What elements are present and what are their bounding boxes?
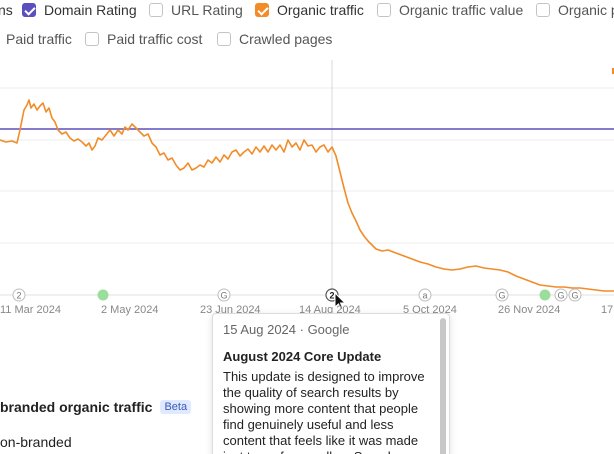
event-tooltip: 15 Aug 2024 · Google August 2024 Core Up… xyxy=(212,313,450,454)
legend-organic-p[interactable]: Organic p xyxy=(536,1,614,19)
x-tick-label: 2 May 2024 xyxy=(101,304,159,316)
series-edge-marker xyxy=(612,68,614,74)
legend-label: Crawled pages xyxy=(239,31,333,47)
event-marker-google[interactable]: G xyxy=(554,288,568,302)
legend-label: Paid traffic cost xyxy=(107,31,203,47)
legend-label: ns xyxy=(0,2,13,18)
gridlines xyxy=(0,87,614,244)
legend-label: Organic traffic xyxy=(277,2,364,18)
legend-organic-traffic-value[interactable]: Organic traffic value xyxy=(377,1,523,19)
event-marker-text: a xyxy=(422,291,427,301)
legend-non-branded: on-branded xyxy=(0,434,72,450)
beta-badge: Beta xyxy=(160,400,192,414)
checkbox-organic-traffic-value[interactable] xyxy=(377,3,391,17)
event-marker-google[interactable]: G xyxy=(217,288,231,302)
legend-item-partial[interactable]: ns xyxy=(0,1,13,19)
legend-paid-traffic[interactable]: Paid traffic xyxy=(0,30,72,48)
event-marker-text: G xyxy=(498,291,505,301)
checkbox-domain-rating[interactable] xyxy=(22,3,36,17)
event-marker-text: G xyxy=(571,291,578,301)
event-marker-green[interactable] xyxy=(97,289,109,301)
checkbox-crawled-pages[interactable] xyxy=(217,32,231,46)
legend-label: Organic traffic value xyxy=(399,2,524,18)
checkbox-organic-p[interactable] xyxy=(536,3,550,17)
legend-label: URL Rating xyxy=(171,2,243,18)
legend-label: Paid traffic xyxy=(6,31,72,47)
organic-traffic-line xyxy=(0,99,614,292)
event-marker-text: 2 xyxy=(329,291,334,301)
event-marker-text: G xyxy=(557,291,564,301)
legend-label: Domain Rating xyxy=(44,2,137,18)
event-marker-google[interactable]: G xyxy=(568,288,582,302)
mouse-cursor-icon xyxy=(334,291,347,311)
legend-organic-traffic[interactable]: Organic traffic xyxy=(255,1,364,19)
x-tick-label: 17 xyxy=(601,304,614,316)
tooltip-title: August 2024 Core Update xyxy=(223,349,382,364)
event-marker-text: G xyxy=(220,291,227,301)
event-marker-letter[interactable]: a xyxy=(418,288,432,302)
section-title: branded organic traffic Beta xyxy=(0,399,192,415)
legend-crawled-pages[interactable]: Crawled pages xyxy=(217,30,332,48)
event-marker-numbered[interactable]: 2 xyxy=(12,288,26,302)
tooltip-description: This update is designed to improve the q… xyxy=(223,369,425,454)
checkbox-paid-traffic-cost[interactable] xyxy=(85,32,99,46)
tooltip-scrollbar[interactable] xyxy=(440,318,446,454)
checkbox-organic-traffic[interactable] xyxy=(255,3,269,17)
legend-domain-rating[interactable]: Domain Rating xyxy=(22,1,137,19)
x-tick-label: 11 Mar 2024 xyxy=(0,304,61,316)
legend-label: Organic p xyxy=(558,2,614,18)
x-tick-label: 26 Nov 2024 xyxy=(498,304,561,316)
tooltip-date-source: 15 Aug 2024 · Google xyxy=(223,322,350,337)
event-marker-green[interactable] xyxy=(539,289,551,301)
legend-url-rating[interactable]: URL Rating xyxy=(149,1,243,19)
legend-paid-traffic-cost[interactable]: Paid traffic cost xyxy=(85,30,202,48)
event-marker-text: 2 xyxy=(16,291,21,301)
checkbox-url-rating[interactable] xyxy=(149,3,163,17)
section-title-text: branded organic traffic xyxy=(0,399,153,415)
traffic-chart[interactable]: 2 G 2 a G G G xyxy=(0,0,614,320)
event-marker-google[interactable]: G xyxy=(495,288,509,302)
